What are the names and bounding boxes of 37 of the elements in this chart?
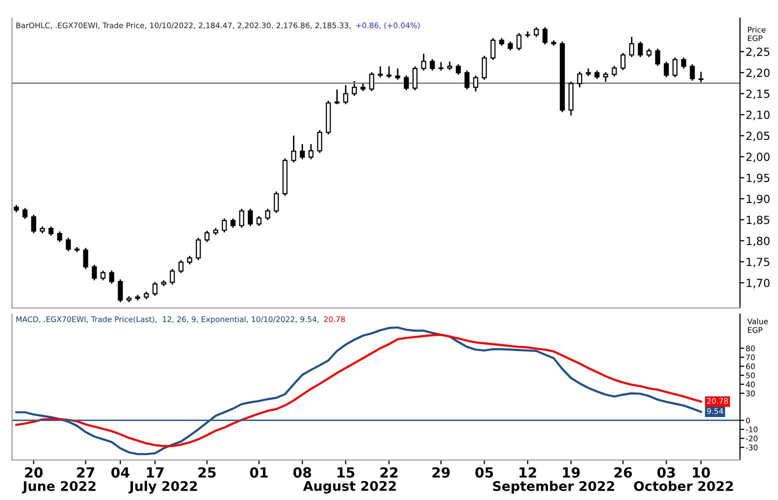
y-tick-label: 2,00 — [746, 152, 770, 162]
text: October 2022 — [634, 480, 733, 492]
x-tick-label: 22 — [380, 467, 398, 478]
y-tick-label: 2,20 — [746, 68, 770, 78]
x-tick-label: 03 — [657, 467, 675, 478]
candlestick — [603, 72, 608, 83]
y-tick-label: 2,05 — [746, 132, 770, 142]
candlestick — [92, 264, 97, 281]
y-tick-label: 1,90 — [746, 194, 770, 204]
y-tick-label: 1,70 — [746, 278, 770, 288]
text: June 2022 — [22, 481, 96, 494]
x-tick-label: 20 — [25, 467, 43, 478]
x-tick-label: 08 — [293, 467, 312, 478]
x-tick-label: 19 — [562, 467, 580, 478]
y-tick-label: 1,80 — [746, 236, 770, 246]
text: August 2022 — [303, 480, 396, 494]
candlestick — [395, 68, 400, 80]
y-tick-label: 2,10 — [746, 110, 770, 120]
x-tick-label: 05 — [475, 467, 494, 478]
y-tick-label: 1,85 — [746, 216, 770, 226]
x-tick-label: 17 — [146, 467, 164, 478]
x-tick-label: 27 — [77, 467, 94, 478]
x-tick-label: 15 — [338, 467, 354, 478]
y-tick-label: 1,95 — [746, 174, 770, 184]
x-tick-label: 12 — [520, 467, 536, 478]
x-tick-label: 04 — [111, 467, 130, 478]
x-tick-label: 10 — [692, 467, 710, 478]
x-tick-label: 25 — [198, 467, 216, 478]
x-tick-label: 01 — [250, 467, 268, 478]
text: September 2022 — [493, 480, 614, 494]
x-tick-label: 26 — [614, 467, 632, 478]
candlestick — [664, 61, 669, 78]
y-tick-label: 2,25 — [746, 48, 770, 58]
text: July 2022 — [128, 480, 197, 494]
y-tick-label: 1,75 — [746, 258, 770, 268]
y-tick-label: 2,15 — [746, 90, 770, 100]
x-tick-label: 29 — [432, 467, 450, 478]
